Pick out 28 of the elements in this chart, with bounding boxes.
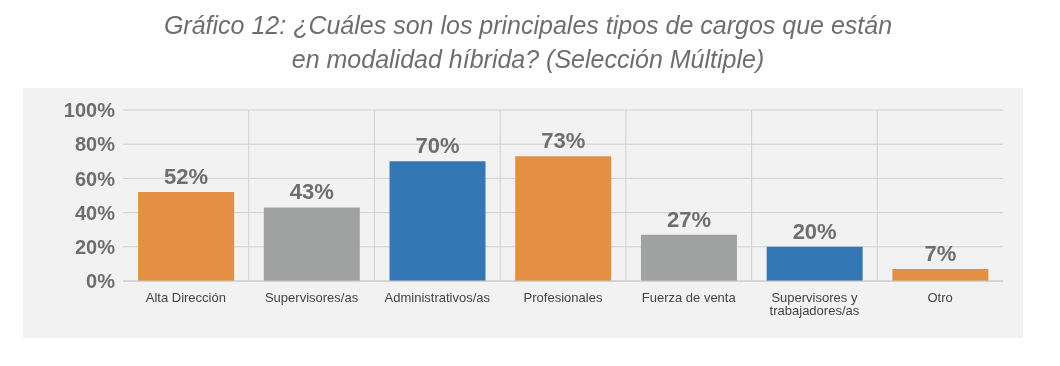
x-tick-label: Fuerza de venta: [641, 290, 737, 306]
x-tick-label: Administrativos/as: [384, 290, 491, 306]
bar: [892, 269, 989, 281]
data-label: 70%: [415, 133, 460, 159]
y-tick-label: 80%: [74, 133, 116, 156]
data-label: 73%: [541, 128, 586, 154]
x-tick-label: Otro: [927, 290, 953, 306]
bar: [640, 234, 737, 281]
x-tick-label: Profesionales: [523, 290, 603, 306]
data-label: 27%: [666, 206, 711, 232]
y-tick-label: 40%: [74, 201, 116, 224]
x-tick-label: Supervisores y trabajadores/as: [769, 290, 860, 319]
data-label: 7%: [924, 241, 957, 267]
x-tick-label: Alta Dirección: [145, 290, 226, 306]
x-tick-label: Supervisores/as: [264, 290, 359, 306]
y-tick-label: 60%: [74, 167, 116, 190]
bar: [138, 192, 235, 281]
data-label: 20%: [792, 218, 837, 244]
bar: [515, 156, 612, 281]
y-tick-label: 100%: [63, 99, 116, 122]
y-tick-label: 20%: [74, 235, 116, 258]
data-label: 43%: [289, 179, 334, 205]
y-tick-label: 0%: [86, 270, 116, 293]
chart-title: Gráfico 12: ¿Cuáles son los principales tipos de cargos que están en modalidad híbrida? (Selección Múltiple): [162, 10, 894, 75]
data-label: 52%: [164, 164, 209, 190]
bar: [263, 207, 360, 281]
bar: [766, 246, 863, 281]
bar: [389, 161, 486, 281]
